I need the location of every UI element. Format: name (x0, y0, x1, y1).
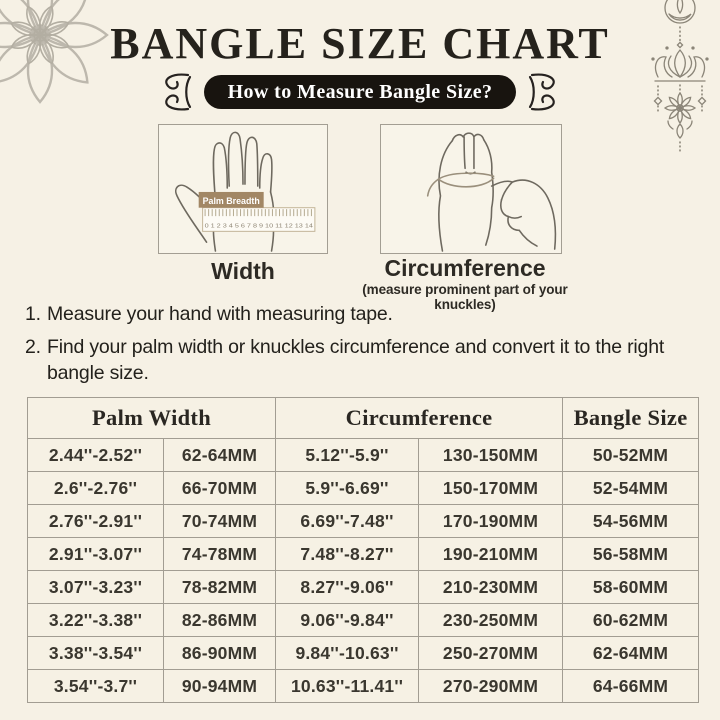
table-cell: 50-52MM (562, 438, 700, 472)
instruction-step-1: 1. Measure your hand with measuring tape… (25, 301, 680, 327)
tape-label: Palm Breadth (203, 196, 260, 206)
table-row: 3.07''-3.23'' 78-82MM 8.27''-9.06'' 210-230… (27, 570, 700, 604)
width-illustration: 0 1 2 3 4 5 6 7 8 9 10 11 12 13 14 Palm … (158, 124, 328, 254)
table-cell: 86-90MM (162, 636, 277, 670)
width-label: Width (211, 258, 275, 284)
table-cell: 5.12''-5.9'' (275, 438, 420, 472)
table-cell: 3.54''-3.7'' (27, 669, 164, 703)
table-cell: 54-56MM (562, 504, 700, 538)
table-cell: 62-64MM (562, 636, 700, 670)
table-row: 2.44''-2.52'' 62-64MM 5.12''-5.9'' 130-150M… (27, 438, 700, 472)
table-cell: 210-230MM (418, 570, 564, 604)
table-cell: 170-190MM (418, 504, 564, 538)
table-cell: 58-60MM (562, 570, 700, 604)
table-cell: 3.22''-3.38'' (27, 603, 164, 637)
table-cell: 130-150MM (418, 438, 564, 472)
circumference-label-group: Circumference (measure prominent part of… (339, 255, 591, 313)
how-to-measure-badge: How to Measure Bangle Size? (203, 75, 517, 109)
instructions: 1. Measure your hand with measuring tape… (25, 301, 680, 393)
table-cell: 2.91''-3.07'' (27, 537, 164, 571)
flourish-right-icon (529, 73, 556, 111)
tape-label-chip (198, 191, 264, 208)
table-cell: 9.84''-10.63'' (275, 636, 420, 670)
badge-row: How to Measure Bangle Size? (0, 72, 720, 112)
table-cell: 52-54MM (562, 471, 700, 505)
step-text: Find your palm width or knuckles circumf… (47, 336, 665, 385)
size-chart-table: Palm Width Circumference Bangle Size 2.4… (26, 397, 700, 703)
instruction-step-2: 2. Find your palm width or knuckles circ… (25, 334, 680, 386)
hand-with-ruler-icon: 0 1 2 3 4 5 6 7 8 9 10 11 12 13 14 Palm … (175, 131, 316, 252)
page-title: BANGLE SIZE CHART (110, 19, 610, 68)
table-cell: 56-58MM (562, 537, 700, 571)
table-cell: 150-170MM (418, 471, 564, 505)
table-cell: 64-66MM (562, 669, 700, 703)
table-cell: 82-86MM (162, 603, 277, 637)
table-cell: 9.06''-9.84'' (275, 603, 420, 637)
column-header-palm-width: Palm Width (26, 397, 277, 439)
table-row: 3.54''-3.7'' 90-94MM 10.63''-11.41'' 270-29… (27, 669, 700, 703)
table-row: 2.76''-2.91'' 70-74MM 6.69''-7.48'' 170-190… (27, 504, 700, 538)
knuckle-measure-icon (426, 132, 557, 252)
table-cell: 2.76''-2.91'' (27, 504, 164, 538)
table-cell: 230-250MM (418, 603, 564, 637)
size-table-body: 2.44''-2.52'' 62-64MM 5.12''-5.9'' 130-150M… (27, 438, 700, 703)
table-cell: 250-270MM (418, 636, 564, 670)
step-text: Measure your hand with measuring tape. (47, 303, 393, 325)
table-cell: 7.48''-8.27'' (275, 537, 420, 571)
table-cell: 60-62MM (562, 603, 700, 637)
table-cell: 78-82MM (162, 570, 277, 604)
table-cell: 5.9''-6.69'' (275, 471, 420, 505)
table-cell: 70-74MM (162, 504, 277, 538)
circumference-illustration (380, 124, 562, 254)
table-row: 2.91''-3.07'' 74-78MM 7.48''-8.27'' 190-210… (27, 537, 700, 571)
table-header-row: Palm Width Circumference Bangle Size (26, 397, 700, 439)
table-row: 2.6''-2.76'' 66-70MM 5.9''-6.69'' 150-170MM… (27, 471, 700, 505)
table-row: 3.22''-3.38'' 82-86MM 9.06''-9.84'' 230-250… (27, 603, 700, 637)
measuring-tape: 0 1 2 3 4 5 6 7 8 9 10 11 12 13 14 Palm … (198, 191, 316, 232)
table-cell: 3.07''-3.23'' (27, 570, 164, 604)
circumference-note: (measure prominent part of your knuckles… (362, 282, 568, 313)
table-cell: 10.63''-11.41'' (275, 669, 420, 703)
step-number: 2. (25, 336, 41, 359)
table-cell: 66-70MM (162, 471, 277, 505)
step-number: 1. (25, 303, 41, 325)
circumference-label: Circumference (384, 255, 546, 281)
table-row: 3.38''-3.54'' 86-90MM 9.84''-10.63'' 250-27… (27, 636, 700, 670)
table-cell: 2.44''-2.52'' (27, 438, 164, 472)
table-cell: 74-78MM (162, 537, 277, 571)
table-cell: 2.6''-2.76'' (27, 471, 164, 505)
table-cell: 62-64MM (162, 438, 277, 472)
table-cell: 190-210MM (418, 537, 564, 571)
ruler-numbers: 0 1 2 3 4 5 6 7 8 9 10 11 12 13 14 (205, 223, 314, 229)
table-cell: 8.27''-9.06'' (275, 570, 420, 604)
table-cell: 90-94MM (162, 669, 277, 703)
table-cell: 6.69''-7.48'' (275, 504, 420, 538)
column-header-bangle-size: Bangle Size (562, 397, 700, 439)
table-cell: 3.38''-3.54'' (27, 636, 164, 670)
flourish-left-icon (164, 73, 191, 111)
table-cell: 270-290MM (418, 669, 564, 703)
column-header-circumference: Circumference (275, 397, 564, 439)
